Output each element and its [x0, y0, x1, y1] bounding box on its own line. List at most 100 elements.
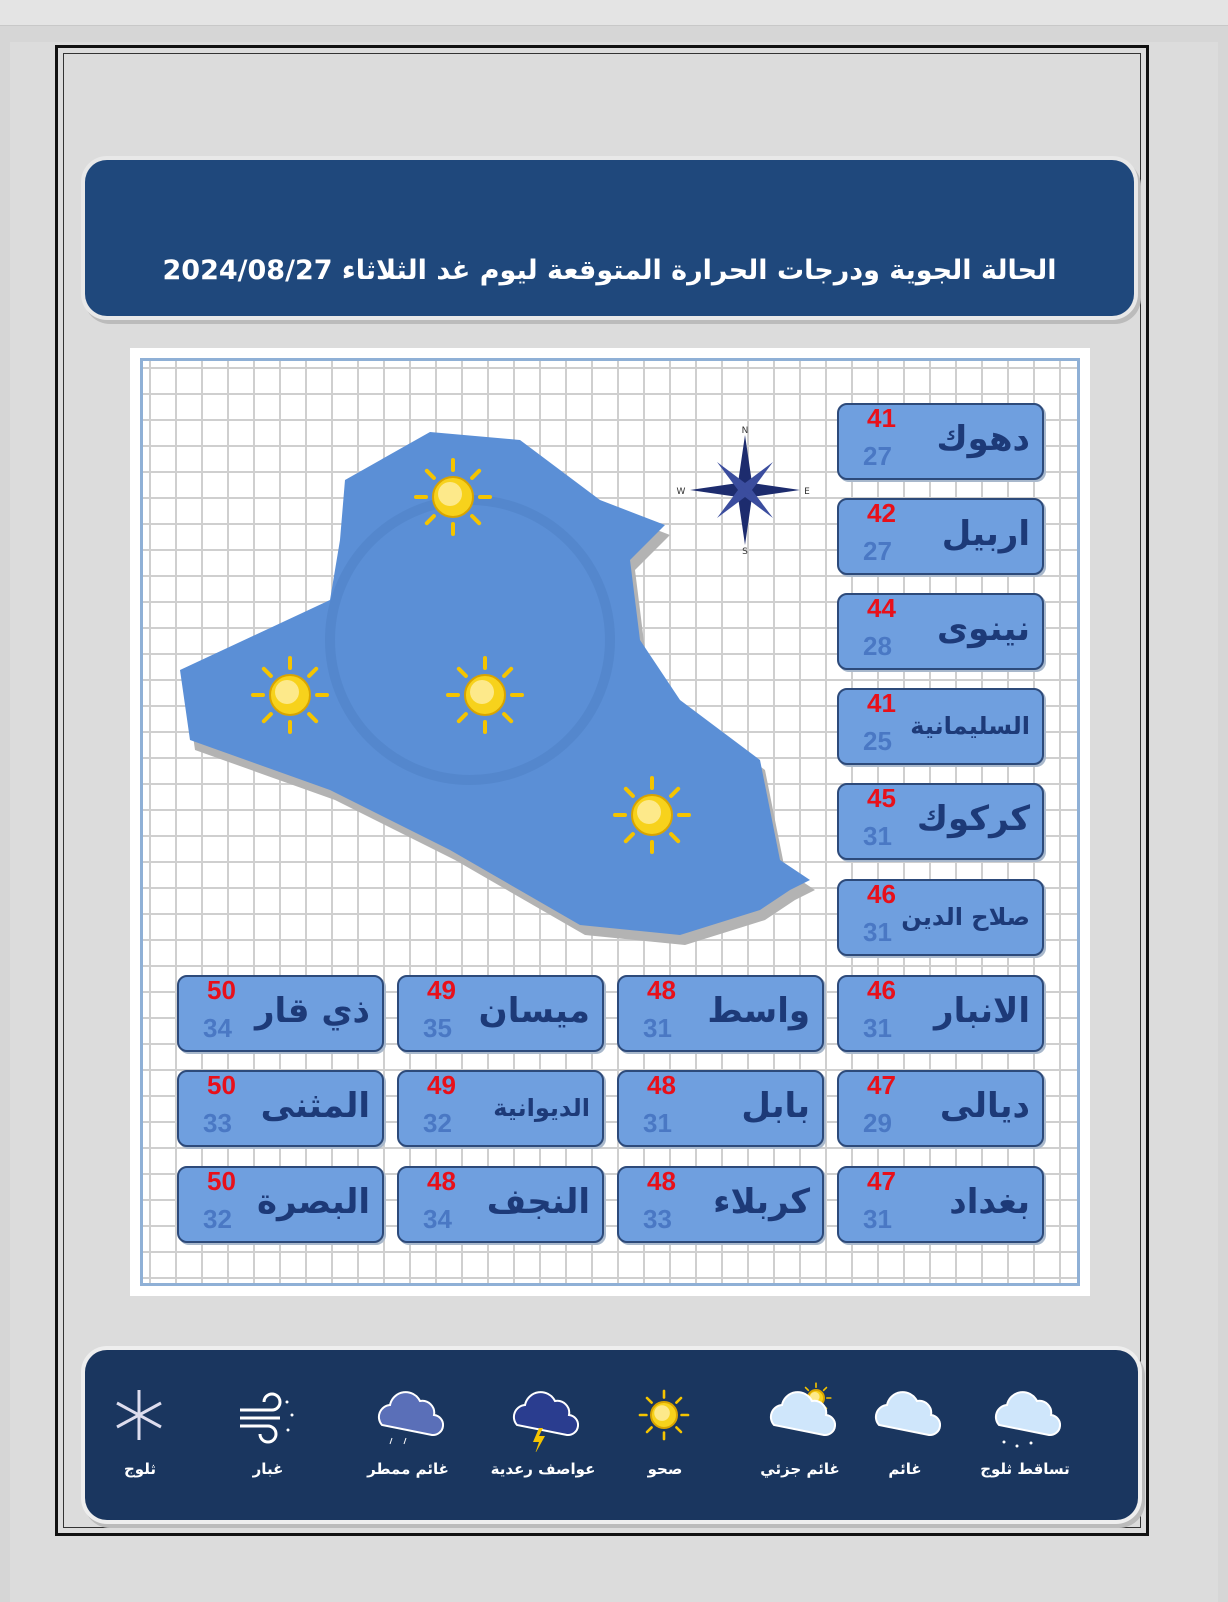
- max-temp: 49: [427, 1070, 456, 1100]
- sunny-icon: [613, 776, 691, 854]
- city-box: بابل 48 31: [617, 1070, 824, 1147]
- city-box: ديالى 47 29: [837, 1070, 1044, 1147]
- sunny-icon: [446, 656, 524, 734]
- partly-cloudy-icon: [769, 1382, 836, 1437]
- legend-label: غبار: [252, 1460, 284, 1478]
- city-name: ذي قار: [254, 991, 370, 1031]
- legend-item: غبار: [203, 1380, 333, 1478]
- sunny-icon: [414, 458, 492, 536]
- city-name: السليمانية: [910, 712, 1030, 740]
- cloudy-icon: [874, 1391, 941, 1437]
- city-box: النجف 48 34: [397, 1166, 604, 1243]
- min-temp: 31: [863, 1204, 892, 1234]
- legend-label: تساقط ثلوج: [980, 1460, 1070, 1478]
- city-box: كربلاء 48 33: [617, 1166, 824, 1243]
- max-temp: 47: [867, 1070, 896, 1100]
- max-temp: 50: [207, 1070, 236, 1100]
- legend-item: غائم: [840, 1380, 970, 1478]
- min-temp: 34: [203, 1013, 232, 1043]
- legend-label: غائم جزئي: [760, 1460, 840, 1478]
- min-temp: 31: [863, 917, 892, 947]
- snowflake-icon: [116, 1390, 162, 1440]
- svg-text:W: W: [677, 487, 686, 497]
- legend-label: عواصف رعدية: [490, 1460, 596, 1478]
- compass-rose: N S E W: [677, 426, 811, 557]
- legend-bar: تساقط ثلوج غائم غائم جزئي صحو عواصف رعدية غائ…: [85, 1350, 1138, 1520]
- page-title: الحالة الجوية ودرجات الحرارة المتوقعة لي…: [162, 255, 1057, 286]
- city-name: الانبار: [934, 991, 1030, 1031]
- min-temp: 31: [863, 1013, 892, 1043]
- city-box: السليمانية 41 25: [837, 688, 1044, 765]
- min-temp: 32: [203, 1204, 232, 1234]
- min-temp: 34: [423, 1204, 452, 1234]
- top-bar: [0, 0, 1228, 26]
- iraq-map: N S E W: [180, 426, 815, 945]
- min-temp: 33: [203, 1108, 232, 1138]
- sunny-icon: [251, 656, 329, 734]
- city-name: ديالى: [939, 1086, 1030, 1126]
- max-temp: 44: [867, 593, 896, 623]
- min-temp: 33: [643, 1204, 672, 1234]
- min-temp: 25: [863, 726, 892, 756]
- legend-item: صحو: [600, 1380, 730, 1478]
- max-temp: 46: [867, 879, 896, 909]
- legend-item: ثلوج: [75, 1380, 205, 1478]
- max-temp: 41: [867, 403, 896, 433]
- min-temp: 31: [643, 1013, 672, 1043]
- legend-label: غائم ممطر: [367, 1460, 449, 1478]
- max-temp: 41: [867, 688, 896, 718]
- max-temp: 48: [427, 1166, 456, 1196]
- max-temp: 42: [867, 498, 896, 528]
- city-name: واسط: [707, 991, 810, 1031]
- city-name: دهوك: [936, 419, 1031, 459]
- city-box: المثنى 50 33: [177, 1070, 384, 1147]
- city-box: نينوى 44 28: [837, 593, 1044, 670]
- min-temp: 27: [863, 441, 892, 471]
- svg-text:N: N: [742, 426, 749, 436]
- svg-text:S: S: [742, 547, 748, 557]
- legend-item: غائم ممطر: [343, 1380, 473, 1478]
- legend-label: ثلوج: [124, 1460, 156, 1478]
- rainy-cloud-icon: [377, 1391, 444, 1445]
- city-name: بغداد: [949, 1182, 1030, 1222]
- city-box: بغداد 47 31: [837, 1166, 1044, 1243]
- snowfall-cloud-icon: [994, 1391, 1061, 1448]
- city-box: اربيل 42 27: [837, 498, 1044, 575]
- max-temp: 48: [647, 1166, 676, 1196]
- legend-item: غائم جزئي: [735, 1380, 865, 1478]
- max-temp: 48: [647, 1070, 676, 1100]
- city-name: اربيل: [941, 514, 1030, 554]
- min-temp: 32: [423, 1108, 452, 1138]
- svg-text:E: E: [804, 487, 810, 497]
- city-name: ميسان: [478, 991, 590, 1031]
- city-box: دهوك 41 27: [837, 403, 1044, 480]
- max-temp: 46: [867, 975, 896, 1005]
- city-box: صلاح الدين 46 31: [837, 879, 1044, 956]
- min-temp: 27: [863, 536, 892, 566]
- max-temp: 47: [867, 1166, 896, 1196]
- min-temp: 35: [423, 1013, 452, 1043]
- city-name: النجف: [486, 1182, 590, 1222]
- sunny-icon: [638, 1389, 690, 1441]
- city-box: كركوك 45 31: [837, 783, 1044, 860]
- header-banner: الحالة الجوية ودرجات الحرارة المتوقعة لي…: [85, 160, 1134, 316]
- city-name: الديوانية: [493, 1094, 590, 1122]
- thunderstorm-icon: [512, 1391, 579, 1452]
- legend-item: تساقط ثلوج: [960, 1380, 1090, 1478]
- city-name: نينوى: [936, 609, 1030, 649]
- city-name: بابل: [741, 1086, 810, 1126]
- max-temp: 50: [207, 975, 236, 1005]
- city-box: ذي قار 50 34: [177, 975, 384, 1052]
- legend-label: غائم: [888, 1460, 922, 1478]
- city-box: الديوانية 49 32: [397, 1070, 604, 1147]
- min-temp: 31: [863, 821, 892, 851]
- city-name: صلاح الدين: [901, 903, 1030, 931]
- max-temp: 45: [867, 783, 896, 813]
- city-name: المثنى: [260, 1086, 370, 1126]
- legend-item: عواصف رعدية: [478, 1380, 608, 1478]
- dust-wind-icon: [240, 1392, 294, 1444]
- min-temp: 31: [643, 1108, 672, 1138]
- city-box: الانبار 46 31: [837, 975, 1044, 1052]
- min-temp: 28: [863, 631, 892, 661]
- max-temp: 49: [427, 975, 456, 1005]
